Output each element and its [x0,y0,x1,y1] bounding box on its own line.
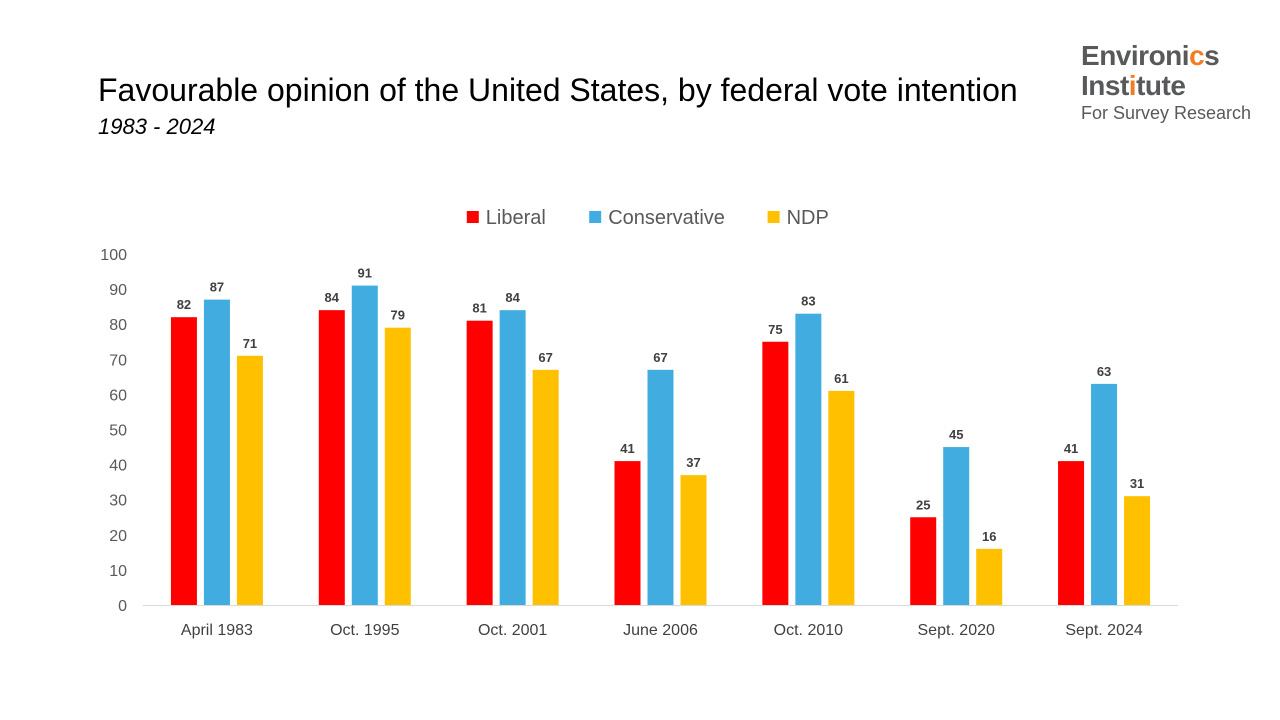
legend-swatch-conservative [589,211,602,223]
bar-conservative [943,447,970,605]
data-label: 67 [653,350,667,365]
data-label: 16 [982,529,996,544]
chart-title: Favourable opinion of the United States,… [98,72,1018,108]
legend-label-conservative: Conservative [608,207,725,229]
x-tick-label: June 2006 [623,622,698,639]
bar-ndp [1124,496,1151,605]
bar-ndp [976,548,1003,605]
bar-conservative [351,285,378,605]
bar-conservative [203,299,230,605]
data-label: 81 [472,301,486,316]
bar-conservative [1091,383,1118,605]
bar-ndp [680,475,707,605]
y-tick-label: 0 [118,598,127,615]
chart-subtitle: 1983 - 2024 [98,114,216,139]
y-tick-label: 90 [109,282,127,299]
bar-ndp [384,327,411,605]
data-label: 84 [325,290,340,305]
bar-conservative [647,369,674,605]
y-tick-label: 70 [109,352,127,369]
x-tick-label: April 1983 [181,622,253,639]
data-label: 91 [358,266,372,281]
logo-line-1: Environics [1081,40,1220,71]
bar-liberal [466,320,493,605]
bar-conservative [499,310,526,605]
bar-liberal [762,341,789,605]
data-label: 82 [177,297,191,312]
data-label: 84 [505,290,520,305]
logo-line-3: For Survey Research [1081,103,1252,123]
y-tick-label: 60 [109,387,127,404]
bar-liberal [1058,461,1085,605]
legend-swatch-liberal [466,211,479,223]
y-tick-label: 80 [109,317,127,334]
x-tick-label: Oct. 1995 [330,622,399,639]
legend-label-ndp: NDP [787,207,829,229]
data-label: 61 [834,371,848,386]
bar-liberal [614,461,641,605]
bar-liberal [318,310,345,605]
x-tick-label: Sept. 2024 [1065,622,1143,639]
x-tick-label: Sept. 2020 [918,622,996,639]
bar-ndp [828,390,855,605]
data-label: 37 [686,455,700,470]
data-label: 83 [801,294,815,309]
bar-liberal [910,517,937,605]
data-label: 67 [538,350,552,365]
data-label: 87 [210,280,224,295]
data-label: 25 [916,497,930,512]
y-tick-label: 100 [100,247,127,264]
y-tick-label: 10 [109,563,127,580]
data-label: 79 [391,308,405,323]
y-tick-label: 40 [109,458,127,475]
x-tick-label: Oct. 2010 [774,622,843,639]
y-tick-label: 20 [109,528,127,545]
y-tick-label: 50 [109,423,127,440]
data-label: 71 [243,336,257,351]
data-label: 63 [1097,364,1111,379]
data-label: 75 [768,322,782,337]
bar-liberal [170,317,197,605]
data-label: 31 [1130,476,1144,491]
bar-ndp [532,369,559,605]
logo-line-2: Institute [1081,70,1186,101]
y-tick-label: 30 [109,493,127,510]
bar-conservative [795,313,822,605]
x-tick-label: Oct. 2001 [478,622,547,639]
bar-ndp [236,355,263,605]
data-label: 41 [1064,441,1078,456]
legend-swatch-ndp [767,211,780,223]
data-label: 45 [949,427,963,442]
legend-label-liberal: Liberal [486,207,546,229]
data-label: 41 [620,441,634,456]
environics-logo: Environics Institute For Survey Research [1081,40,1252,123]
